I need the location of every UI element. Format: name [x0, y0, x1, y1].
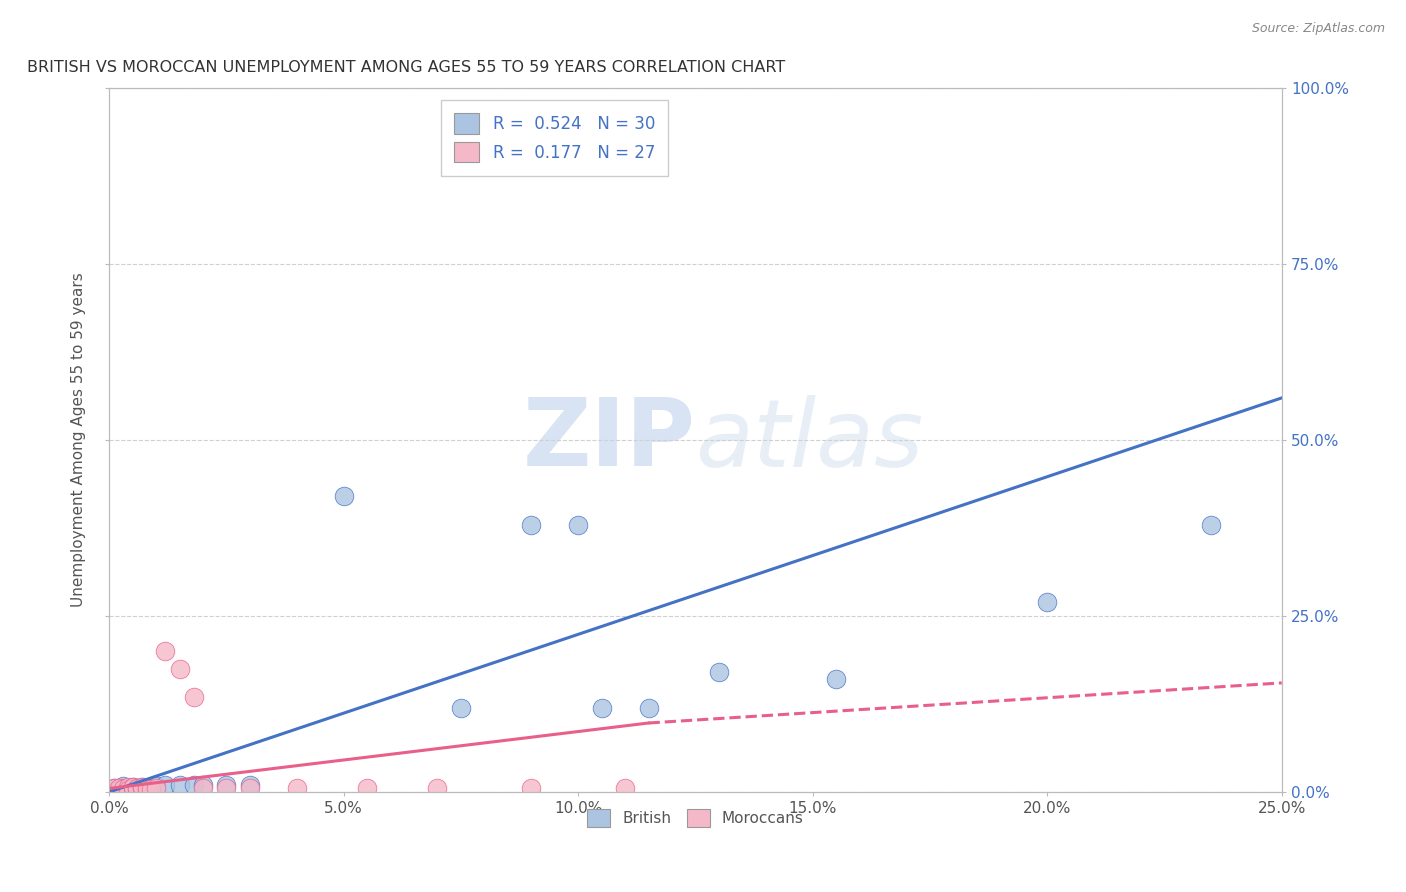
- Point: [103, 781, 125, 796]
- Point: [107, 782, 129, 797]
- Point: [285, 781, 308, 796]
- Point: [141, 782, 163, 797]
- Point: [131, 780, 153, 794]
- Point: [127, 782, 149, 797]
- Point: [127, 782, 149, 797]
- Point: [450, 700, 472, 714]
- Point: [135, 781, 157, 796]
- Point: [183, 778, 205, 792]
- Point: [356, 781, 378, 796]
- Point: [121, 780, 143, 794]
- Point: [112, 780, 135, 795]
- Point: [155, 778, 177, 792]
- Point: [191, 781, 214, 796]
- Point: [127, 780, 149, 795]
- Point: [117, 782, 139, 797]
- Point: [169, 662, 191, 676]
- Text: BRITISH VS MOROCCAN UNEMPLOYMENT AMONG AGES 55 TO 59 YEARS CORRELATION CHART: BRITISH VS MOROCCAN UNEMPLOYMENT AMONG A…: [27, 60, 786, 75]
- Point: [121, 781, 143, 796]
- Text: atlas: atlas: [696, 394, 924, 485]
- Point: [155, 644, 177, 658]
- Point: [169, 778, 191, 792]
- Point: [107, 782, 129, 797]
- Point: [239, 778, 262, 792]
- Point: [637, 700, 659, 714]
- Point: [191, 778, 214, 792]
- Point: [135, 782, 157, 797]
- Point: [215, 781, 238, 796]
- Point: [567, 517, 589, 532]
- Point: [332, 490, 354, 504]
- Point: [614, 781, 637, 796]
- Point: [117, 780, 139, 794]
- Point: [107, 780, 129, 795]
- Point: [135, 781, 157, 796]
- Point: [145, 780, 167, 794]
- Text: ZIP: ZIP: [523, 394, 696, 486]
- Legend: British, Moroccans: British, Moroccans: [581, 803, 810, 834]
- Point: [117, 782, 139, 797]
- Point: [520, 781, 543, 796]
- Text: Source: ZipAtlas.com: Source: ZipAtlas.com: [1251, 22, 1385, 36]
- Point: [145, 780, 167, 795]
- Point: [183, 690, 205, 704]
- Point: [141, 782, 163, 797]
- Point: [707, 665, 730, 680]
- Y-axis label: Unemployment Among Ages 55 to 59 years: Unemployment Among Ages 55 to 59 years: [72, 273, 86, 607]
- Point: [215, 778, 238, 792]
- Point: [426, 781, 449, 796]
- Point: [103, 781, 125, 796]
- Point: [1201, 517, 1223, 532]
- Point: [112, 782, 135, 797]
- Point: [131, 780, 153, 794]
- Point: [112, 780, 135, 794]
- Point: [825, 673, 848, 687]
- Point: [591, 700, 613, 714]
- Point: [520, 517, 543, 532]
- Point: [121, 781, 143, 796]
- Point: [239, 781, 262, 796]
- Point: [121, 780, 143, 794]
- Point: [127, 780, 149, 795]
- Point: [131, 781, 153, 796]
- Point: [131, 782, 153, 797]
- Point: [1036, 595, 1059, 609]
